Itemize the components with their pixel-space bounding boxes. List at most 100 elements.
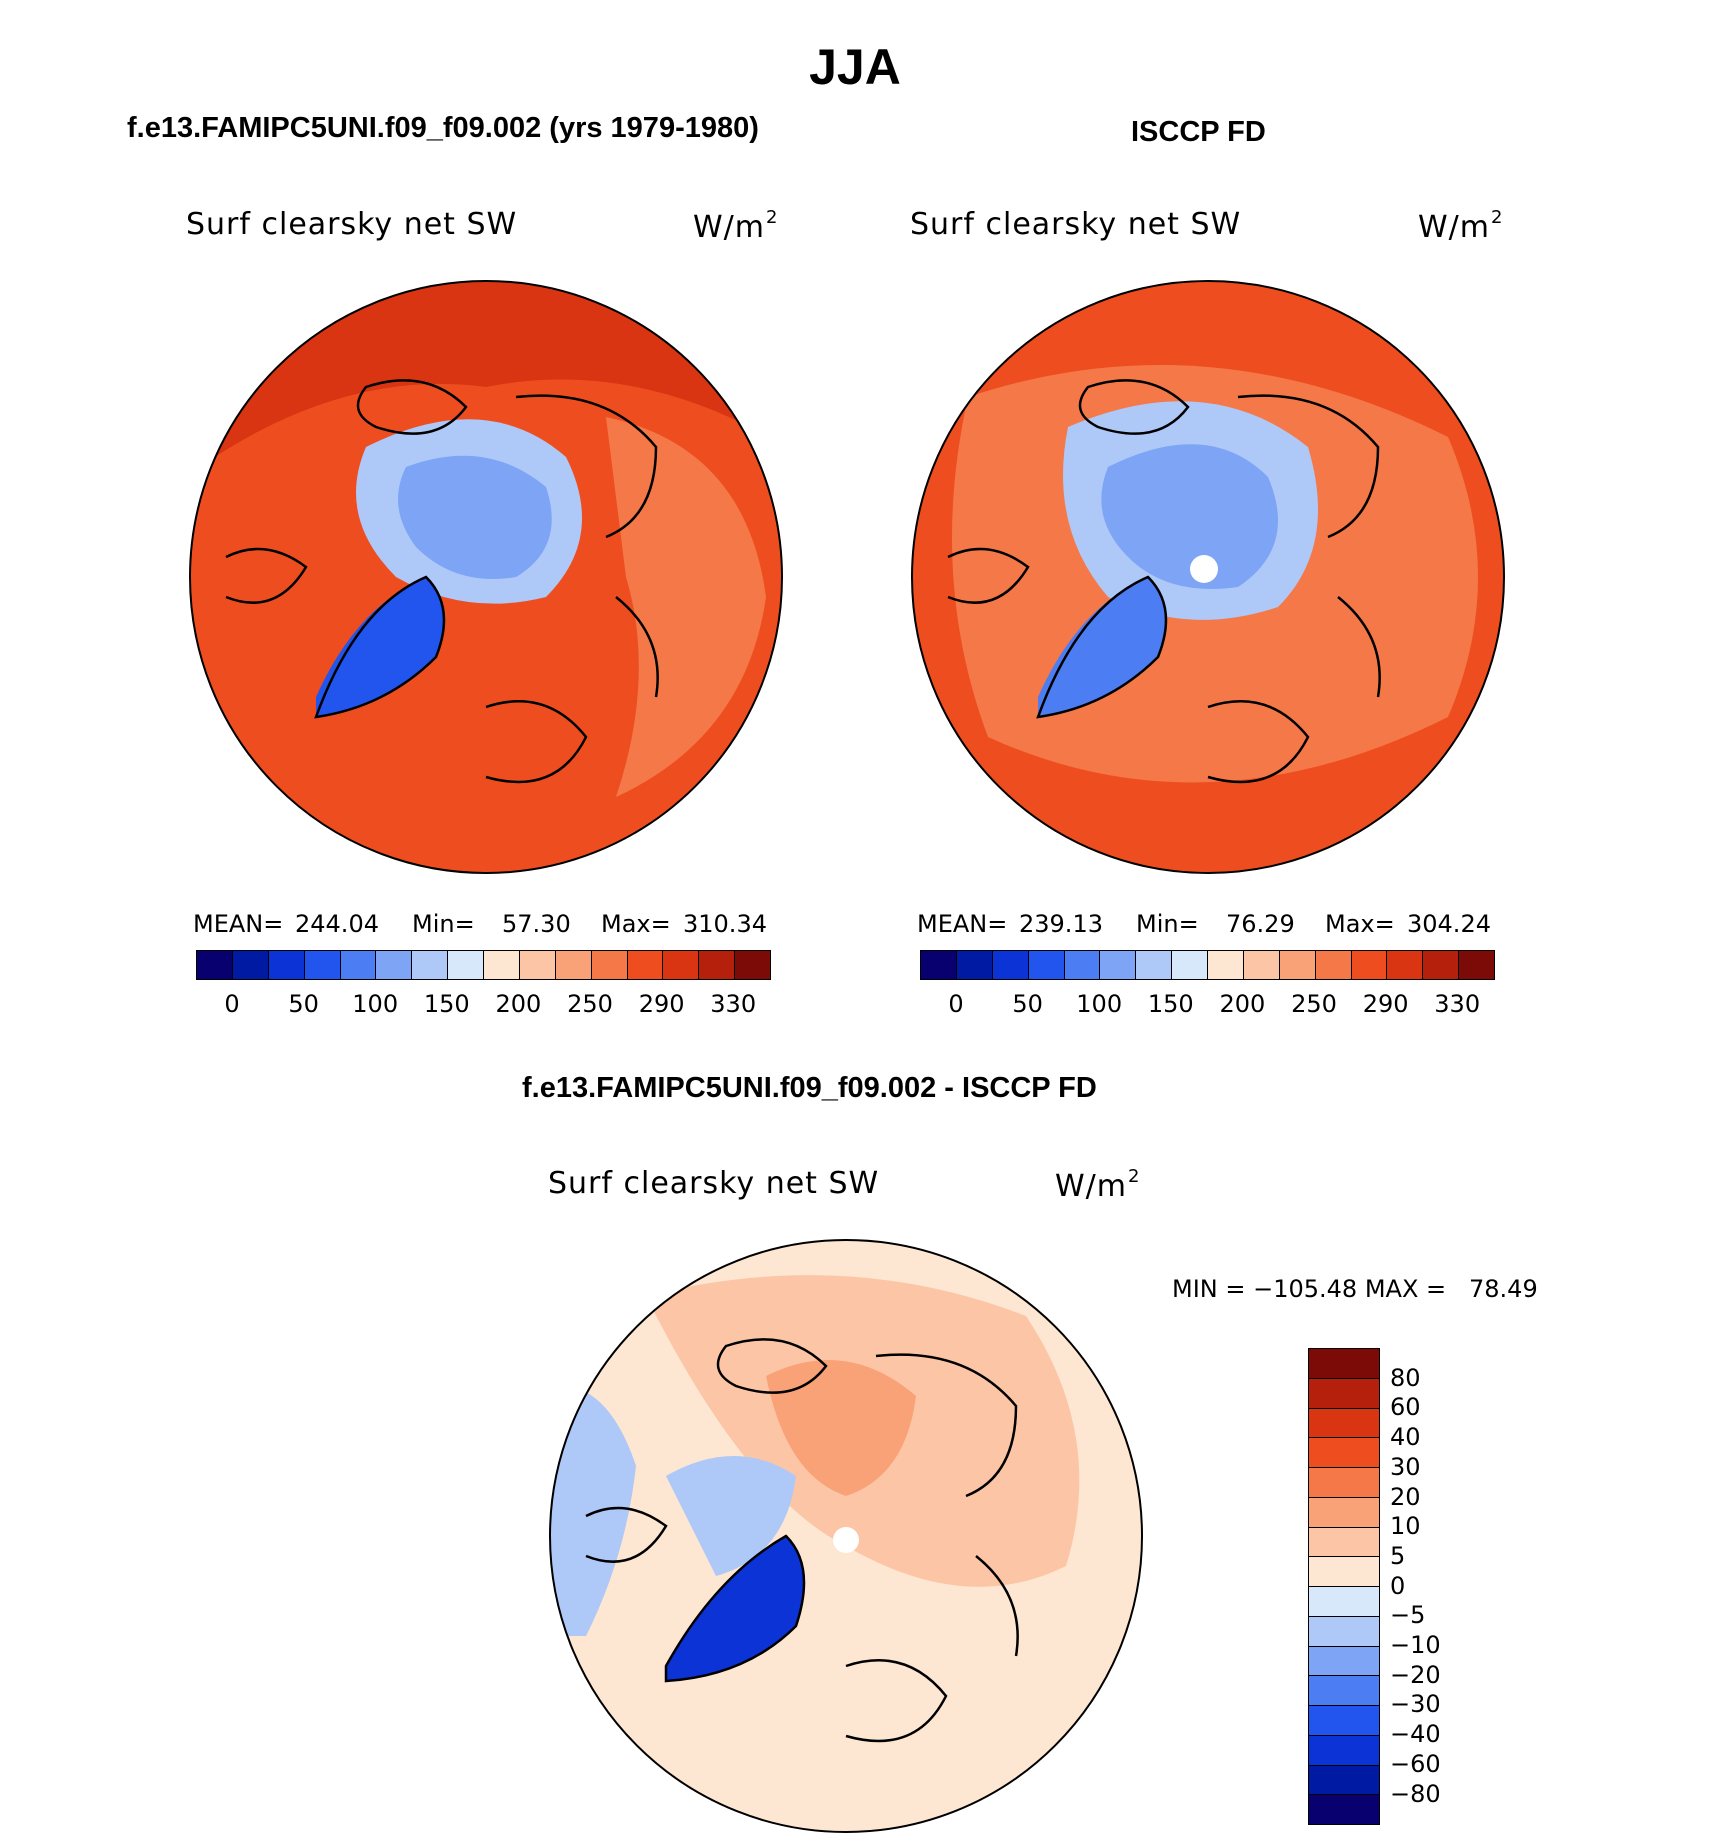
units-exponent: 2 [766,207,779,228]
min-value: 76.29 [1226,910,1295,938]
colorbar-tick-label: 50 [1012,990,1043,1018]
colorbar-swatch [555,951,592,979]
colorbar-tick-label: −10 [1390,1631,1441,1659]
colorbar-swatch [1028,951,1065,979]
colorbar-swatch [1309,1497,1379,1528]
colorbar-swatch [1309,1587,1379,1617]
colorbar-swatch [448,951,484,979]
colorbar-tick-label: 250 [1291,990,1337,1018]
map-boundary [189,280,783,874]
coastlines [585,1338,1019,1743]
colorbar-tick-label: 50 [288,990,319,1018]
colorbar-swatch [268,951,305,979]
colorbar-swatch [1309,1765,1379,1796]
colorbar-tick-label: 100 [1076,990,1123,1018]
mean-label: MEAN= [193,910,284,938]
colorbar-swatch [1064,951,1101,979]
max-label: Max= [1325,910,1395,938]
units-exponent: 2 [1491,207,1504,228]
colorbar-tick-label: 290 [638,990,685,1018]
units-base: W/m [693,210,765,245]
colorbar-tick-label: 330 [1434,990,1481,1018]
colorbar-tick-label: 20 [1390,1482,1421,1511]
colorbar-swatch [1279,951,1316,979]
colorbar-swatch [1309,1527,1379,1558]
colorbar-swatch [1309,1378,1379,1409]
diff-polar-map [549,1239,1143,1833]
max-value: 310.34 [683,910,767,938]
map-fill-greenland [316,577,444,717]
colorbar-swatch [412,951,449,979]
colorbar-swatch [1309,1676,1379,1706]
obs-variable-label: Surf clearsky net SW [910,207,1242,242]
diff-panel-title: f.e13.FAMIPC5UNI.f09_f09.002 - ISCCP FD [522,1072,1097,1104]
model-colorbar [196,950,771,980]
colorbar-swatch [232,951,269,979]
max-label: Max= [601,910,671,938]
colorbar-tick-label: −5 [1390,1601,1426,1630]
colorbar-swatch [1309,1795,1379,1824]
colorbar-swatch [1309,1735,1379,1766]
model-stats: MEAN= 244.04 Min= 57.30 Max= 310.34 [193,910,793,940]
colorbar-tick-label: 40 [1390,1423,1421,1452]
colorbar-tick-label: −80 [1390,1779,1441,1808]
colorbar-swatch [1172,951,1208,979]
obs-colorbar [920,950,1495,980]
colorbar-tick-label: 150 [423,990,470,1018]
colorbar-tick-label: −30 [1390,1690,1441,1719]
min-label: Min= [412,910,475,938]
colorbar-swatch [1136,951,1173,979]
colorbar-tick-label: −40 [1390,1720,1441,1749]
coastlines [225,379,659,784]
diff-colorbar-ticks: 80 60 40 30 20 10 5 0 −5 −10 −20 −30 −40 −60 −80 [1390,1348,1470,1823]
colorbar-swatch [1243,951,1280,979]
colorbar-tick-label: 330 [710,990,757,1018]
colorbar-swatch [1315,951,1352,979]
model-polar-map [189,280,783,874]
map-fill-greenland [1038,577,1166,717]
colorbar-swatch [1309,1706,1379,1736]
colorbar-tick-label: 150 [1147,990,1194,1018]
colorbar-swatch [591,951,628,979]
colorbar-swatch [1309,1616,1379,1647]
colorbar-swatch [992,951,1029,979]
colorbar-swatch [1351,951,1388,979]
diff-variable-label: Surf clearsky net SW [548,1166,880,1201]
colorbar-swatch [340,951,377,979]
colorbar-tick-label: 80 [1390,1363,1421,1392]
obs-panel-title: ISCCP FD [1131,116,1266,148]
model-colorbar-ticks: 0 50 100 150 200 250 290 330 [196,990,769,1020]
colorbar-swatch [1309,1349,1379,1379]
pole-hole [1190,555,1218,583]
colorbar-tick-label: 0 [948,990,964,1018]
max-value: 304.24 [1407,910,1491,938]
colorbar-swatch [1309,1408,1379,1439]
colorbar-swatch [699,951,736,979]
map-fill-ice-core [1101,444,1278,589]
mean-label: MEAN= [917,910,1008,938]
units-base: W/m [1418,210,1490,245]
colorbar-swatch [1387,951,1424,979]
colorbar-swatch [304,951,341,979]
colorbar-swatch [1208,951,1244,979]
obs-stats: MEAN= 239.13 Min= 76.29 Max= 304.24 [917,910,1517,940]
model-units-label: W/m2 [693,207,778,245]
map-fill-land [606,417,766,797]
colorbar-swatch [663,951,700,979]
colorbar-tick-label: 200 [1219,990,1266,1018]
min-label: Min= [1136,910,1199,938]
colorbar-swatch [1309,1646,1379,1677]
colorbar-tick-label: 100 [352,990,399,1018]
obs-colorbar-ticks: 0 50 100 150 200 250 290 330 [920,990,1493,1020]
colorbar-swatch [484,951,520,979]
obs-polar-map [911,280,1505,874]
map-fill-negative-west [666,1456,796,1576]
model-variable-label: Surf clearsky net SW [186,207,518,242]
map-fill-positive-strong [766,1360,916,1496]
map-fill-negative-greenland [666,1536,804,1681]
colorbar-swatch [1100,951,1137,979]
map-fill-negative [550,1385,636,1636]
colorbar-swatch [1309,1438,1379,1468]
colorbar-swatch [376,951,413,979]
colorbar-tick-label: −60 [1390,1749,1441,1778]
